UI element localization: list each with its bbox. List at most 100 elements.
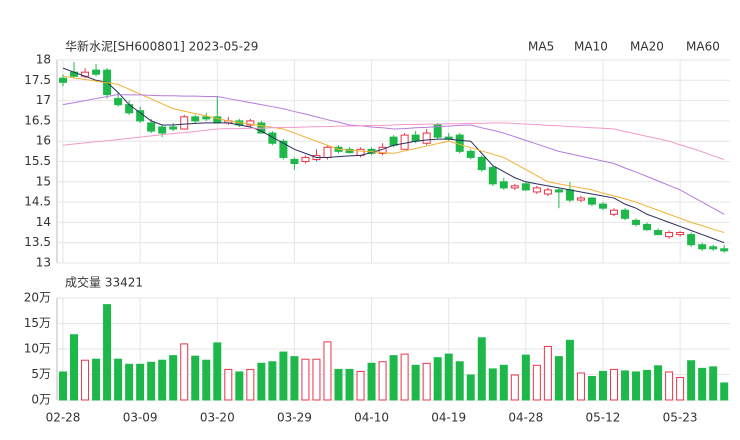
x-tick-label: 03-20 [200,411,235,425]
volume-bar [488,368,497,401]
volume-bar [554,356,563,401]
volume-bar [125,363,134,401]
volume-bar [676,377,685,401]
candle-body [610,209,618,215]
volume-bar [687,360,696,401]
volume-bar [114,358,123,401]
y-tick-label: 0万 [31,393,51,407]
volume-bar [345,368,354,401]
candle-body [521,183,530,191]
volume-bar [477,337,486,401]
candle-body [720,248,729,252]
volume-bar [543,345,552,401]
candle-body [180,116,189,130]
volume-bar [643,369,652,401]
x-tick-label: 05-23 [663,411,698,425]
y-tick-label: 15万 [24,316,51,330]
ma-line [62,67,725,244]
volume-bar [521,354,530,401]
candle-body [323,146,332,158]
candle-body [466,150,475,158]
volume-bar [576,372,585,401]
candle-body [158,126,167,134]
candle-body [587,197,596,205]
volume-bar [720,382,729,401]
y-tick-label: 17.5 [24,73,51,87]
x-tick-label: 03-09 [123,411,158,425]
x-tick-label: 03-29 [277,411,312,425]
y-tick-label: 18 [36,53,51,67]
volume-bar [621,370,630,401]
volume-bar [565,339,574,401]
candle-body [433,124,442,138]
x-tick-label: 05-12 [586,411,621,425]
volume-bar [632,371,641,401]
candle-body [576,197,585,201]
volume-bar [169,355,178,401]
y-tick-label: 20万 [24,291,51,305]
volume-bar [257,362,266,401]
candle-body [422,132,431,144]
x-tick-label: 04-19 [431,411,466,425]
volume-bar [444,353,453,401]
volume-bar [356,370,365,401]
candle-body [687,234,696,246]
volume-bar [312,358,321,401]
candle-body [709,246,718,250]
volume-bar [422,362,431,401]
x-tick-label: 04-28 [508,411,543,425]
x-tick-label: 02-28 [46,411,81,425]
volume-bar [709,366,718,401]
y-tick-label: 13 [36,256,51,270]
ma-line [62,122,725,160]
candle-body [389,136,398,146]
y-tick-label: 5万 [31,367,51,381]
candle-body [499,181,508,189]
volume-title: 成交量 33421 [65,275,143,290]
volume-bar [70,334,79,401]
candle-body [532,187,541,193]
volume-bar [334,368,343,401]
candle-body [202,116,211,120]
volume-bar [367,362,376,401]
candle-body [676,232,685,236]
candle-body [59,77,67,83]
volume-bar [698,367,707,401]
candle-body [114,98,123,106]
volume-bar [510,374,519,401]
legend-label: MA60 [686,40,720,54]
x-tick-label: 04-10 [354,411,389,425]
candle-body [654,230,663,236]
y-tick-label: 17 [36,93,51,107]
candle-body [621,209,630,219]
y-tick-label: 10万 [24,342,51,356]
volume-bar [103,304,112,401]
candle-body [510,185,519,189]
volume-bar [411,364,420,401]
candle-body [698,244,707,250]
candle-body [246,120,255,126]
legend-label: MA10 [574,40,608,54]
y-tick-label: 14.5 [24,195,51,209]
volume-bar [654,365,663,401]
candle-body [543,189,552,195]
y-tick-label: 13.5 [24,235,51,249]
y-tick-label: 15 [36,174,51,188]
legend-label: MA20 [630,40,664,54]
volume-bar [323,341,332,401]
candle-body [632,219,641,225]
candle-body [279,140,288,158]
volume-bar [136,363,145,401]
volume-bar [665,371,674,401]
volume-bar [587,376,596,401]
candle-body [554,189,563,193]
candle-body [400,134,409,150]
volume-bar [290,356,299,401]
volume-bar [455,361,464,401]
volume-bar [279,351,288,401]
volume-bar [246,368,255,401]
volume-bar [466,374,475,401]
volume-bar [301,358,310,401]
volume-bar [147,361,156,401]
